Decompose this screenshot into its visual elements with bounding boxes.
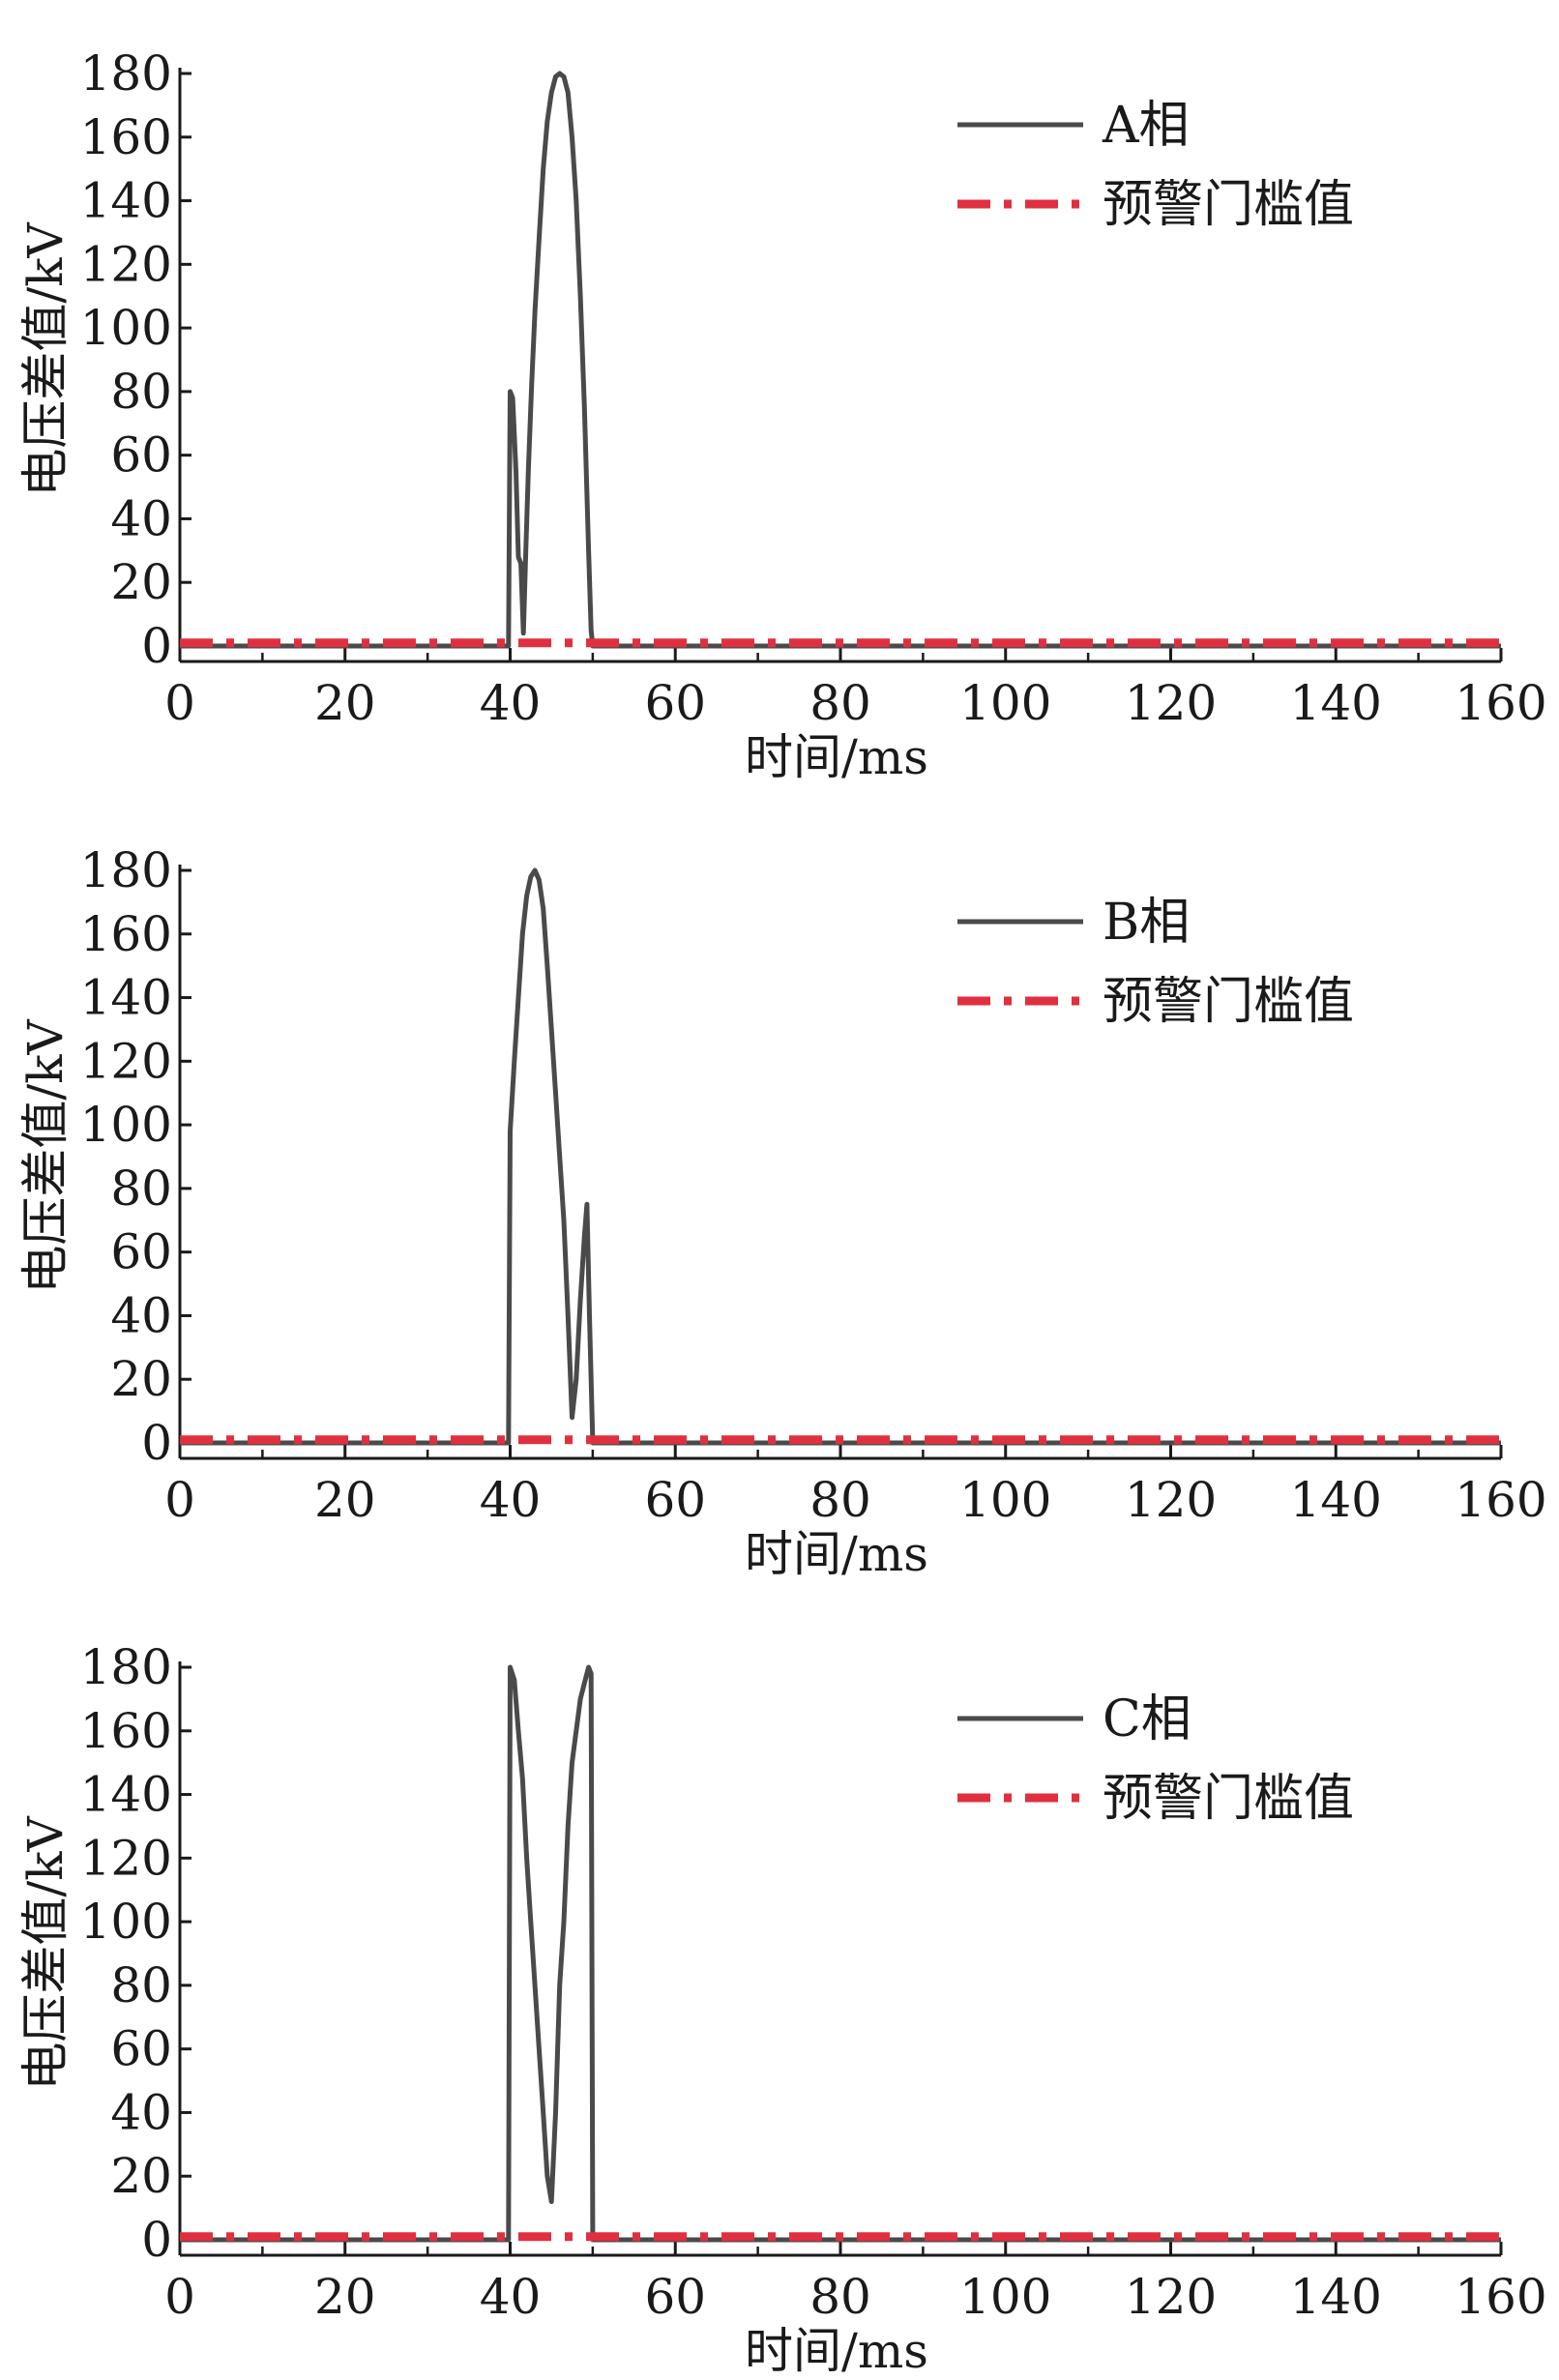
x-tick-label: 40 [480,1472,542,1528]
y-tick-label: 100 [80,300,172,356]
x-tick-label: 40 [480,2269,542,2325]
x-tick-label: 160 [1455,1472,1546,1528]
y-tick-label: 140 [80,970,172,1026]
x-tick-label: 60 [644,675,706,731]
x-tick-label: 60 [644,2269,706,2325]
x-tick-label: 20 [314,1472,376,1528]
x-tick-label: 80 [809,1472,871,1528]
x-tick-label: 20 [314,2269,376,2325]
x-tick-label: 80 [809,2269,871,2325]
y-tick-label: 0 [141,1415,172,1471]
y-tick-label: 20 [110,2148,172,2204]
y-tick-label: 60 [110,2021,172,2077]
x-tick-label: 60 [644,1472,706,1528]
legend-label: 预警门槛值 [1103,973,1354,1031]
y-tick-label: 160 [80,109,172,165]
y-tick-label: 120 [80,1830,172,1886]
y-tick-label: 80 [110,364,172,420]
x-tick-label: 140 [1290,675,1382,731]
y-tick-label: 100 [80,1097,172,1153]
x-tick-label: 0 [164,2269,195,2325]
x-tick-label: 40 [480,675,542,731]
y-tick-label: 180 [80,1639,172,1695]
phase-line [180,71,1501,649]
legend-label: 预警门槛值 [1103,1770,1354,1828]
x-tick-label: 140 [1290,1472,1382,1528]
y-tick-label: 160 [80,1703,172,1759]
y-tick-label: 180 [80,45,172,102]
legend-label: C相 [1103,1690,1191,1748]
x-tick-label: 100 [959,1472,1051,1528]
y-tick-label: 140 [80,173,172,229]
x-tick-label: 80 [809,675,871,731]
x-tick-label: 120 [1125,2269,1217,2325]
x-tick-label: 160 [1455,675,1546,731]
y-tick-label: 80 [110,1957,172,2013]
y-axis-label: 电压差值/kV [17,1815,74,2090]
legend-label: 预警门槛值 [1103,176,1354,234]
y-tick-label: 120 [80,236,172,292]
x-tick-label: 120 [1125,1472,1217,1528]
legend-label: B相 [1103,894,1190,952]
phase-line [180,1664,1501,2243]
x-axis-label: 时间/ms [745,2323,928,2379]
y-tick-label: 20 [110,1351,172,1407]
x-tick-label: 140 [1290,2269,1382,2325]
y-tick-label: 0 [141,618,172,674]
x-tick-label: 120 [1125,675,1217,731]
x-tick-label: 160 [1455,2269,1546,2325]
y-axis-label: 电压差值/kV [17,221,74,496]
phase-line [180,867,1501,1446]
chart-panel-2: 0 20 40 60 80 100 120 140 160 180 0 20 40 60 80 100 120 1… [17,842,1547,1582]
x-tick-label: 100 [959,675,1051,731]
y-tick-label: 160 [80,906,172,962]
x-axis-label: 时间/ms [745,1526,928,1582]
y-tick-label: 20 [110,554,172,610]
legend-label: A相 [1102,97,1190,155]
y-tick-label: 0 [141,2212,172,2268]
y-tick-label: 140 [80,1767,172,1823]
y-tick-label: 180 [80,842,172,898]
chart-panel-1: 0 20 40 60 80 100 120 140 160 180 0 20 40 60 80 100 120 1… [17,45,1547,785]
y-tick-label: 40 [110,2084,172,2140]
x-tick-label: 0 [164,1472,195,1528]
x-tick-label: 20 [314,675,376,731]
y-tick-label: 120 [80,1033,172,1089]
x-tick-label: 0 [164,675,195,731]
chart-panel-3: 0 20 40 60 80 100 120 140 160 180 0 20 40 60 80 100 120 1… [17,1639,1547,2379]
y-tick-label: 40 [110,490,172,546]
x-axis-label: 时间/ms [745,729,928,785]
y-tick-label: 60 [110,1224,172,1280]
x-tick-label: 100 [959,2269,1051,2325]
y-tick-label: 100 [80,1894,172,1950]
y-tick-label: 40 [110,1287,172,1343]
y-tick-label: 80 [110,1161,172,1217]
y-tick-label: 60 [110,427,172,484]
y-axis-label: 电压差值/kV [17,1018,74,1293]
